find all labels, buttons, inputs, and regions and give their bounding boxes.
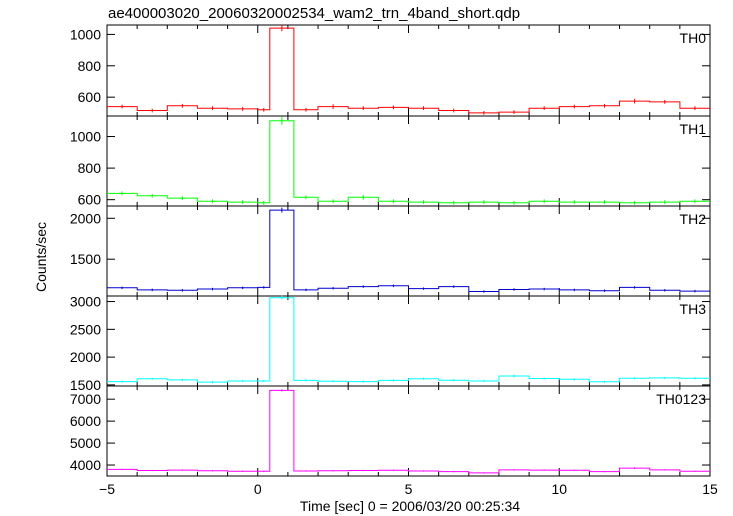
panel-frame — [106, 115, 711, 207]
x-tick-label: 0 — [254, 481, 262, 497]
panel-frame — [106, 205, 711, 297]
panel-label: TH2 — [680, 211, 707, 227]
y-tick-label: 7000 — [70, 391, 101, 407]
y-tick-label: 1500 — [70, 251, 101, 267]
series-line-th2 — [107, 209, 710, 292]
series-line-th0 — [107, 27, 710, 114]
y-tick-label: 600 — [78, 192, 102, 208]
y-tick-label: 1000 — [70, 26, 101, 42]
series-line-th3 — [107, 297, 710, 383]
y-tick-label: 800 — [78, 160, 102, 176]
panel-th0: 600 800 1000 TH0 — [70, 24, 711, 117]
x-tick-label: 15 — [702, 481, 718, 497]
y-axis-label: Counts/sec — [33, 222, 49, 292]
chart-title: ae400003020_20060320002534_wam2_trn_4ban… — [108, 5, 520, 22]
panel-label: TH0 — [680, 30, 707, 46]
panel-th0123: 4000 5000 6000 7000 TH0123 — [70, 385, 711, 477]
y-tick-label: 2000 — [70, 210, 101, 226]
panel-th1: 600 800 1000 TH1 — [70, 115, 711, 208]
y-tick-label: 800 — [78, 58, 102, 74]
x-tick-labels: −5 0 5 10 15 — [99, 481, 718, 497]
y-tick-label: 1500 — [70, 377, 101, 393]
y-tick-label: 3000 — [70, 294, 101, 310]
y-tick-label: 2000 — [70, 349, 101, 365]
y-tick-label: 5000 — [70, 435, 101, 451]
y-tick-label: 1000 — [70, 129, 101, 145]
x-tick-label: −5 — [99, 481, 115, 497]
panel-th3: 1500 2000 2500 3000 TH3 — [70, 294, 711, 393]
x-tick-label: 10 — [551, 481, 567, 497]
x-axis-label: Time [sec] 0 = 2006/03/20 00:25:34 — [300, 498, 520, 514]
y-tick-label: 6000 — [70, 413, 101, 429]
series-line-th0123 — [107, 389, 710, 474]
panel-label: TH3 — [680, 301, 707, 317]
x-tick-label: 5 — [405, 481, 413, 497]
panel-label: TH1 — [680, 121, 707, 137]
panel-frame — [106, 295, 711, 387]
y-tick-label: 2500 — [70, 321, 101, 337]
panel-label: TH0123 — [656, 391, 706, 407]
panel-frame — [106, 385, 711, 477]
panel-th2: 1500 2000 TH2 — [70, 205, 711, 297]
series-line-th1 — [107, 120, 710, 204]
y-tick-label: 600 — [78, 89, 102, 105]
y-tick-label: 4000 — [70, 457, 101, 473]
